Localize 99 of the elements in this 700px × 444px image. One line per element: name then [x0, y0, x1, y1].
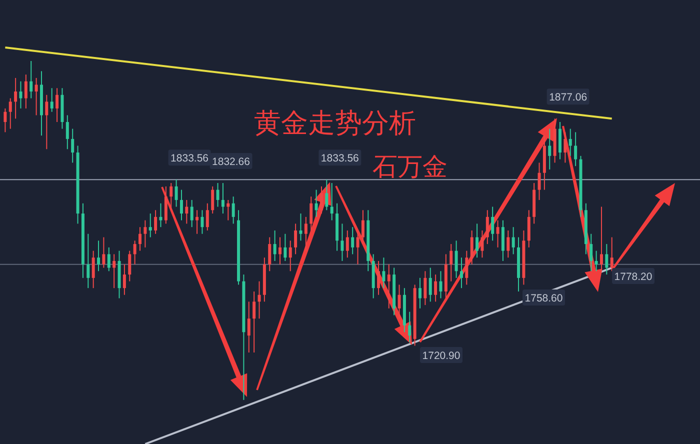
annotation: 1833.56 [170, 152, 209, 165]
candlestick [434, 274, 438, 302]
candlestick [71, 128, 74, 164]
candlestick [196, 210, 199, 234]
candlestick [19, 80, 22, 109]
annotation: 1877.06 [549, 92, 588, 104]
candlestick [268, 236, 272, 272]
candlestick [284, 233, 287, 262]
candlestick [159, 202, 162, 228]
candlestick [45, 94, 48, 150]
candlestick [428, 267, 432, 302]
candlestick [314, 189, 318, 218]
candlestick [346, 230, 349, 258]
annotation: 1720.90 [422, 350, 460, 362]
candlestick [206, 202, 209, 231]
candlestick [454, 240, 458, 278]
candlestick [330, 182, 334, 221]
candlestick [144, 220, 147, 248]
candlestick [50, 88, 54, 112]
candlestick [486, 210, 489, 245]
candlestick [340, 223, 344, 262]
candlestick [288, 240, 292, 272]
candlestick [568, 128, 572, 156]
candlestick [304, 216, 308, 252]
candlestick [154, 210, 158, 234]
candlestick [30, 60, 33, 99]
candlestick [351, 226, 354, 255]
candlestick [476, 223, 479, 258]
text: 黄金走势分析 [254, 108, 416, 139]
candlestick [460, 257, 463, 289]
candlestick [590, 233, 593, 272]
candlestick [491, 206, 494, 242]
candlestick [4, 108, 7, 133]
candlestick [408, 311, 412, 343]
candlestick [185, 199, 188, 224]
candlestick [512, 226, 515, 255]
candlestick [480, 230, 484, 258]
candlestick [174, 179, 178, 208]
annotation: 1832.66 [212, 156, 250, 168]
candlestick [278, 236, 282, 265]
candlestick [112, 254, 116, 289]
annotation: 1833.56 [320, 152, 360, 165]
candlestick [221, 182, 224, 214]
candlestick [325, 179, 328, 211]
candlestick [424, 270, 427, 306]
candlestick [470, 230, 474, 265]
candlestick [377, 260, 380, 296]
candlestick [128, 250, 132, 282]
candlestick [294, 223, 298, 255]
candlestick [190, 199, 194, 228]
candlestick [538, 162, 541, 200]
candlestick [122, 264, 126, 296]
candlestick [320, 186, 323, 214]
candlestick [24, 74, 28, 109]
candlestick [258, 280, 261, 320]
candlestick [216, 182, 220, 208]
candlestick [247, 301, 250, 353]
candlestick [527, 210, 530, 248]
candlestick [252, 290, 256, 353]
candlestick [86, 233, 90, 289]
candlestick [138, 226, 142, 252]
candlestick [102, 236, 106, 268]
candlestick [8, 98, 12, 130]
candlestick [299, 213, 302, 242]
annotation: 1758.60 [524, 292, 563, 304]
candlestick [133, 240, 136, 265]
candlestick [465, 250, 468, 286]
candlestick [107, 246, 110, 272]
candlestick [66, 114, 69, 150]
candlestick [148, 213, 152, 238]
candlestick [356, 230, 360, 265]
candlestick [211, 186, 214, 214]
candlestick [558, 122, 562, 160]
candlestick [382, 257, 386, 289]
candlestick [92, 250, 95, 289]
candlestick [501, 220, 504, 262]
candlestick [506, 230, 510, 258]
candlestick [14, 77, 18, 120]
candlestick [496, 220, 500, 248]
candlestick [450, 244, 453, 282]
candlestick [387, 264, 390, 309]
candlestick [398, 284, 401, 320]
annotation: 1778.20 [614, 271, 652, 283]
candlestick [97, 240, 100, 272]
candlestick [548, 128, 552, 170]
candlestick [418, 277, 422, 309]
candlestick [273, 230, 276, 262]
candlestick [439, 270, 442, 299]
annotation: 石万金 [372, 152, 448, 181]
candlestick [34, 77, 38, 116]
candlestick [56, 88, 59, 123]
candlestick [361, 210, 364, 245]
candlestick [232, 196, 235, 224]
candlestick [574, 132, 578, 167]
candlestick [310, 196, 313, 231]
candlestick [605, 244, 608, 276]
candlestick [180, 189, 183, 221]
candlestick [200, 210, 204, 234]
candlestick [594, 250, 598, 272]
